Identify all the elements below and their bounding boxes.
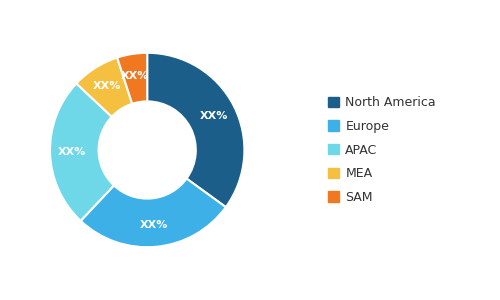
Wedge shape <box>80 178 226 247</box>
Text: XX%: XX% <box>92 81 121 92</box>
Wedge shape <box>76 58 132 117</box>
Text: XX%: XX% <box>200 111 228 121</box>
Wedge shape <box>50 83 114 221</box>
Text: XX%: XX% <box>58 147 86 158</box>
Legend: North America, Europe, APAC, MEA, SAM: North America, Europe, APAC, MEA, SAM <box>323 91 441 209</box>
Wedge shape <box>117 53 147 104</box>
Text: XX%: XX% <box>121 70 150 81</box>
Text: XX%: XX% <box>140 220 168 230</box>
Wedge shape <box>147 53 244 207</box>
